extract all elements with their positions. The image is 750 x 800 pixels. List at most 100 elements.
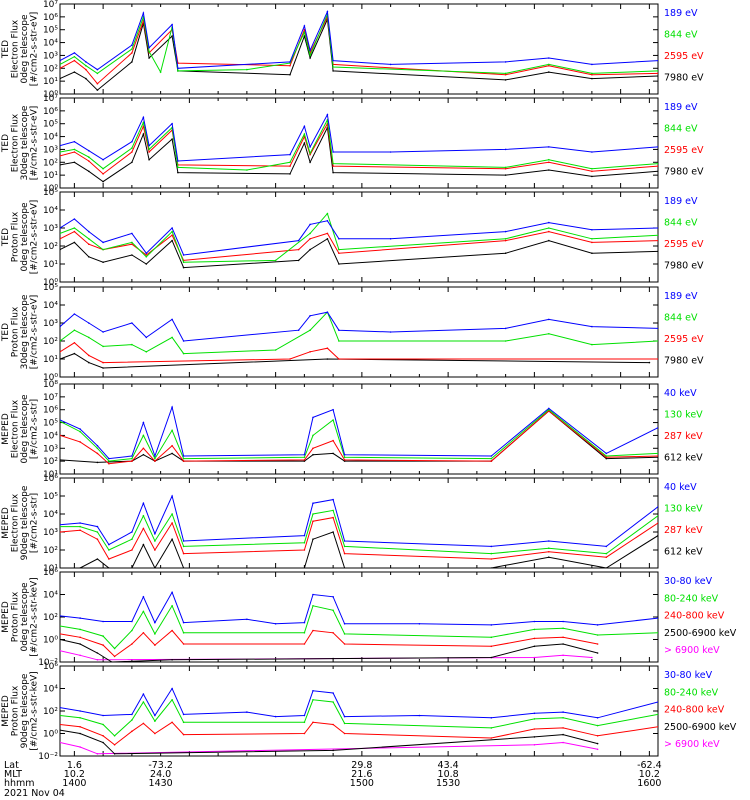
legend-entry: 2595 eV <box>664 51 704 62</box>
data-point <box>562 654 564 657</box>
data-point <box>131 629 133 632</box>
data-point <box>171 605 173 607</box>
data-point <box>102 735 104 737</box>
y-tick-label: 10⁴ <box>43 685 58 695</box>
data-point <box>533 736 536 738</box>
data-point <box>297 329 300 332</box>
data-point <box>171 699 173 701</box>
series-line-2 <box>60 122 658 175</box>
data-point <box>548 230 550 233</box>
data-point <box>312 538 314 540</box>
data-point <box>171 234 173 236</box>
y-axis-label-line: TED <box>1 228 11 247</box>
y-axis-label-line: [#/cm2-s-str-eV] <box>30 106 40 181</box>
data-point <box>73 241 76 244</box>
y-tick-label: 10⁴ <box>43 431 58 441</box>
data-point <box>88 160 90 162</box>
data-point <box>548 407 550 410</box>
data-point <box>79 654 81 657</box>
data-point <box>548 64 550 67</box>
y-tick-label: 10⁵ <box>43 120 58 130</box>
y-tick-label: 10² <box>43 613 58 623</box>
data-point <box>548 333 550 335</box>
data-point <box>131 52 133 54</box>
data-point <box>60 434 61 437</box>
data-point <box>246 68 248 71</box>
data-point <box>131 643 133 645</box>
data-point <box>154 633 156 635</box>
y-axis-label-line: 0deg telescope <box>20 394 30 464</box>
data-point <box>131 730 133 733</box>
data-point <box>312 690 314 692</box>
y-axis-label: TED Proton Flux 0deg telescope [#/cm2-s-str… <box>1 200 40 275</box>
legend-entry: 30-80 keV <box>664 670 713 681</box>
y-tick-label: 10¹ <box>43 355 58 365</box>
data-point <box>548 318 550 321</box>
data-point <box>171 230 173 233</box>
data-point <box>79 525 81 528</box>
data-point <box>533 656 536 659</box>
data-point <box>142 453 145 456</box>
data-point <box>142 701 145 703</box>
data-point <box>326 10 329 13</box>
data-point <box>289 64 291 67</box>
data-point <box>591 73 593 76</box>
data-point <box>312 513 314 515</box>
x-col-hhmm: 1430 <box>149 778 173 789</box>
data-point <box>533 645 536 648</box>
data-point <box>657 239 658 242</box>
data-point <box>171 659 173 661</box>
data-point <box>96 68 99 71</box>
data-point <box>596 624 599 626</box>
data-point <box>548 71 550 73</box>
data-point <box>591 151 593 153</box>
data-point <box>338 252 340 254</box>
data-point <box>131 343 133 346</box>
data-point <box>657 452 658 455</box>
legend-entry: 612 keV <box>664 546 703 557</box>
data-point <box>102 180 104 183</box>
data-point <box>504 79 507 81</box>
data-point <box>88 336 90 339</box>
y-tick-label: 10⁻² <box>38 658 58 668</box>
data-point <box>182 567 185 568</box>
x-col-mlt: 10.2 <box>64 769 85 780</box>
y-axis-label-line: 0deg telescope <box>20 582 30 652</box>
legend-entry: 80-240 keV <box>664 593 719 604</box>
data-point <box>96 72 99 75</box>
data-point <box>171 444 173 447</box>
data-point <box>79 628 81 631</box>
data-point <box>85 64 87 67</box>
y-tick-label: 10² <box>43 242 58 252</box>
legend-entry: 287 keV <box>664 431 703 442</box>
data-point <box>73 218 76 220</box>
x-col-mlt: 21.6 <box>351 769 372 780</box>
data-point <box>148 148 150 151</box>
data-point <box>148 151 150 153</box>
data-point <box>131 147 133 149</box>
data-point <box>73 161 76 164</box>
data-point <box>131 322 133 324</box>
data-point <box>96 525 99 528</box>
data-point <box>131 719 133 721</box>
data-point <box>79 746 81 748</box>
data-point <box>182 721 185 724</box>
y-axis-label-line: [#/cm2-s-str-eV] <box>30 200 40 275</box>
data-point <box>303 133 306 135</box>
data-point <box>657 75 658 77</box>
data-point <box>596 724 599 727</box>
data-point <box>60 650 61 652</box>
data-point <box>182 266 185 269</box>
data-point <box>332 516 334 519</box>
data-point <box>418 623 421 625</box>
legend-entry: 240-800 keV <box>664 705 725 716</box>
data-point <box>96 659 99 661</box>
data-point <box>605 455 608 457</box>
data-point <box>657 327 658 330</box>
y-tick-label: 10³ <box>43 528 58 538</box>
legend-entry: 130 keV <box>664 409 703 420</box>
y-tick-label: 10² <box>43 546 58 556</box>
data-point <box>504 174 507 176</box>
legend-entry: 2595 eV <box>664 145 704 156</box>
data-point <box>504 73 507 76</box>
